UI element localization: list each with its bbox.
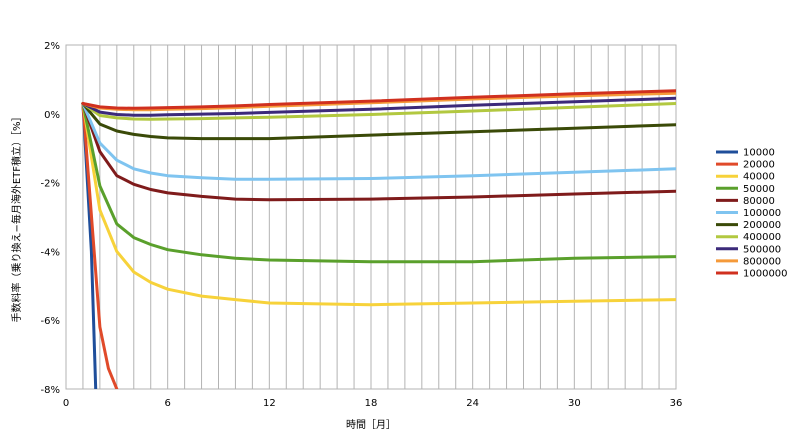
series-lines: [81, 89, 676, 389]
x-tick-label: 0: [63, 398, 69, 409]
y-tick-label: -2%: [41, 179, 60, 190]
x-tick-label: 12: [263, 398, 276, 409]
x-tick-label: 24: [466, 398, 479, 409]
series-line-100000: [81, 102, 676, 181]
series-line-400000: [81, 102, 676, 121]
y-tick-label: -6%: [41, 316, 60, 327]
legend-label-50000: 50000: [743, 184, 775, 195]
legend-label-400000: 400000: [743, 232, 781, 243]
series-line-20000: [81, 102, 119, 389]
plot-area-frame: [65, 44, 677, 390]
series-line-40000: [81, 102, 676, 307]
axis-ticks: 0 6 12 18 24 30 36 -8% -6% -4% -2% 0% 2%: [41, 41, 683, 409]
legend-label-1000000: 1000000: [743, 269, 788, 280]
vertical-gridlines: [82, 45, 660, 389]
legend-label-800000: 800000: [743, 256, 781, 267]
series-line-200000: [81, 102, 676, 141]
legend: 1000020000400005000080000100000200000400…: [716, 148, 788, 280]
x-tick-label: 6: [164, 398, 170, 409]
y-axis-title: 手数料率（乗り換え−毎月海外ETF積立）［%］: [10, 111, 23, 322]
legend-label-20000: 20000: [743, 160, 775, 171]
x-axis-title: 時間［月］: [346, 419, 396, 431]
legend-label-10000: 10000: [743, 148, 775, 159]
legend-label-40000: 40000: [743, 172, 775, 183]
legend-label-80000: 80000: [743, 196, 775, 207]
x-tick-label: 30: [568, 398, 581, 409]
series-line-500000: [81, 96, 676, 117]
legend-label-500000: 500000: [743, 244, 781, 255]
y-tick-label: 2%: [44, 41, 60, 52]
legend-label-100000: 100000: [743, 208, 781, 219]
y-tick-label: -4%: [41, 247, 60, 258]
y-tick-label: -8%: [41, 385, 60, 396]
series-line-50000: [81, 102, 676, 264]
series-line-1000000: [81, 89, 676, 110]
y-tick-label: 0%: [44, 110, 60, 121]
series-line-80000: [81, 102, 676, 202]
x-tick-label: 36: [670, 398, 683, 409]
legend-label-200000: 200000: [743, 220, 781, 231]
x-tick-label: 18: [365, 398, 378, 409]
